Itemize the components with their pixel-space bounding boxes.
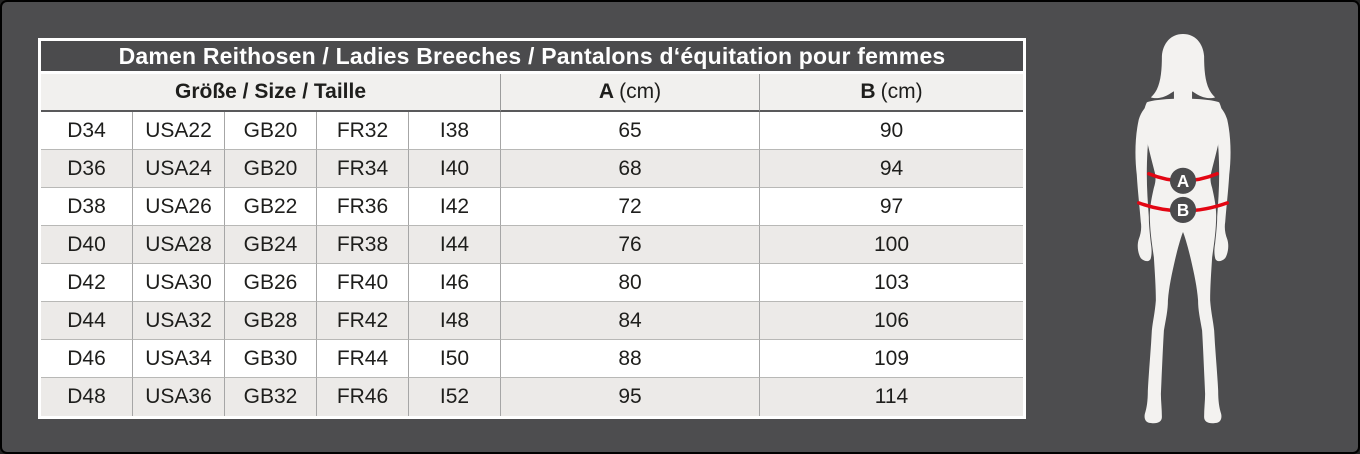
cell-size-it: I44 xyxy=(409,226,501,264)
female-silhouette-svg: A B xyxy=(1135,34,1231,424)
header-a-label: A xyxy=(598,80,615,103)
cell-size-usa: USA24 xyxy=(133,150,225,188)
badge-b: B xyxy=(1169,196,1197,223)
cell-size-fr: FR46 xyxy=(317,378,409,416)
badge-a-circle xyxy=(1169,167,1197,194)
cell-size-usa: USA22 xyxy=(133,112,225,150)
cell-size-gb: GB28 xyxy=(225,302,317,340)
table-title: Damen Reithosen / Ladies Breeches / Pant… xyxy=(41,41,1023,74)
cell-size-de: D40 xyxy=(41,226,133,264)
cell-measure-a: 65 xyxy=(501,112,760,150)
cell-size-fr: FR44 xyxy=(317,340,409,378)
cell-size-it: I52 xyxy=(409,378,501,416)
cell-measure-b: 109 xyxy=(760,340,1023,378)
cell-size-de: D42 xyxy=(41,264,133,302)
silhouette-arm-right xyxy=(1207,100,1231,262)
cell-size-usa: USA26 xyxy=(133,188,225,226)
badge-a: A xyxy=(1169,167,1197,194)
cell-size-gb: GB32 xyxy=(225,378,317,416)
cell-size-usa: USA30 xyxy=(133,264,225,302)
header-measure-b: B (cm) xyxy=(760,74,1023,112)
cell-size-gb: GB22 xyxy=(225,188,317,226)
silhouette-body xyxy=(1143,98,1223,424)
badge-a-letter: A xyxy=(1177,172,1189,191)
cell-size-it: I50 xyxy=(409,340,501,378)
size-chart-table: Damen Reithosen / Ladies Breeches / Pant… xyxy=(38,38,1026,419)
header-a-unit: (cm) xyxy=(619,80,662,103)
cell-size-gb: GB30 xyxy=(225,340,317,378)
badge-b-circle xyxy=(1169,196,1197,223)
silhouette-neck xyxy=(1173,74,1193,107)
cell-size-usa: USA36 xyxy=(133,378,225,416)
cell-measure-a: 68 xyxy=(501,150,760,188)
cell-measure-b: 103 xyxy=(760,264,1023,302)
silhouette-arm-left xyxy=(1135,100,1159,262)
header-size: Größe / Size / Taille xyxy=(41,74,501,112)
size-chart-grid: Größe / Size / Taille A (cm) B (cm) D34 … xyxy=(41,74,1023,416)
cell-measure-a: 84 xyxy=(501,302,760,340)
cell-measure-b: 90 xyxy=(760,112,1023,150)
cell-size-fr: FR34 xyxy=(317,150,409,188)
cell-measure-b: 100 xyxy=(760,226,1023,264)
cell-measure-b: 97 xyxy=(760,188,1023,226)
cell-size-gb: GB20 xyxy=(225,112,317,150)
cell-size-it: I38 xyxy=(409,112,501,150)
cell-size-usa: USA34 xyxy=(133,340,225,378)
cell-size-gb: GB24 xyxy=(225,226,317,264)
cell-size-it: I48 xyxy=(409,302,501,340)
cell-size-fr: FR40 xyxy=(317,264,409,302)
badge-b-letter: B xyxy=(1177,201,1189,220)
header-b-unit: (cm) xyxy=(880,80,923,103)
cell-measure-a: 76 xyxy=(501,226,760,264)
cell-measure-b: 114 xyxy=(760,378,1023,416)
silhouette-head-hair xyxy=(1150,34,1216,99)
cell-measure-a: 88 xyxy=(501,340,760,378)
cell-size-de: D48 xyxy=(41,378,133,416)
cell-size-gb: GB26 xyxy=(225,264,317,302)
cell-size-usa: USA32 xyxy=(133,302,225,340)
cell-size-fr: FR32 xyxy=(317,112,409,150)
cell-size-fr: FR38 xyxy=(317,226,409,264)
cell-measure-a: 95 xyxy=(501,378,760,416)
cell-size-de: D46 xyxy=(41,340,133,378)
cell-measure-b: 94 xyxy=(760,150,1023,188)
female-silhouette xyxy=(1135,34,1231,424)
cell-size-de: D38 xyxy=(41,188,133,226)
cell-size-fr: FR42 xyxy=(317,302,409,340)
cell-size-de: D36 xyxy=(41,150,133,188)
cell-size-de: D34 xyxy=(41,112,133,150)
cell-measure-b: 106 xyxy=(760,302,1023,340)
cell-size-it: I40 xyxy=(409,150,501,188)
cell-size-gb: GB20 xyxy=(225,150,317,188)
cell-size-fr: FR36 xyxy=(317,188,409,226)
measurement-figure: A B xyxy=(1061,24,1305,426)
cell-size-it: I46 xyxy=(409,264,501,302)
cell-size-usa: USA28 xyxy=(133,226,225,264)
header-measure-a: A (cm) xyxy=(501,74,760,112)
cell-size-de: D44 xyxy=(41,302,133,340)
header-b-label: B xyxy=(860,80,876,103)
cell-measure-a: 72 xyxy=(501,188,760,226)
cell-size-it: I42 xyxy=(409,188,501,226)
cell-measure-a: 80 xyxy=(501,264,760,302)
